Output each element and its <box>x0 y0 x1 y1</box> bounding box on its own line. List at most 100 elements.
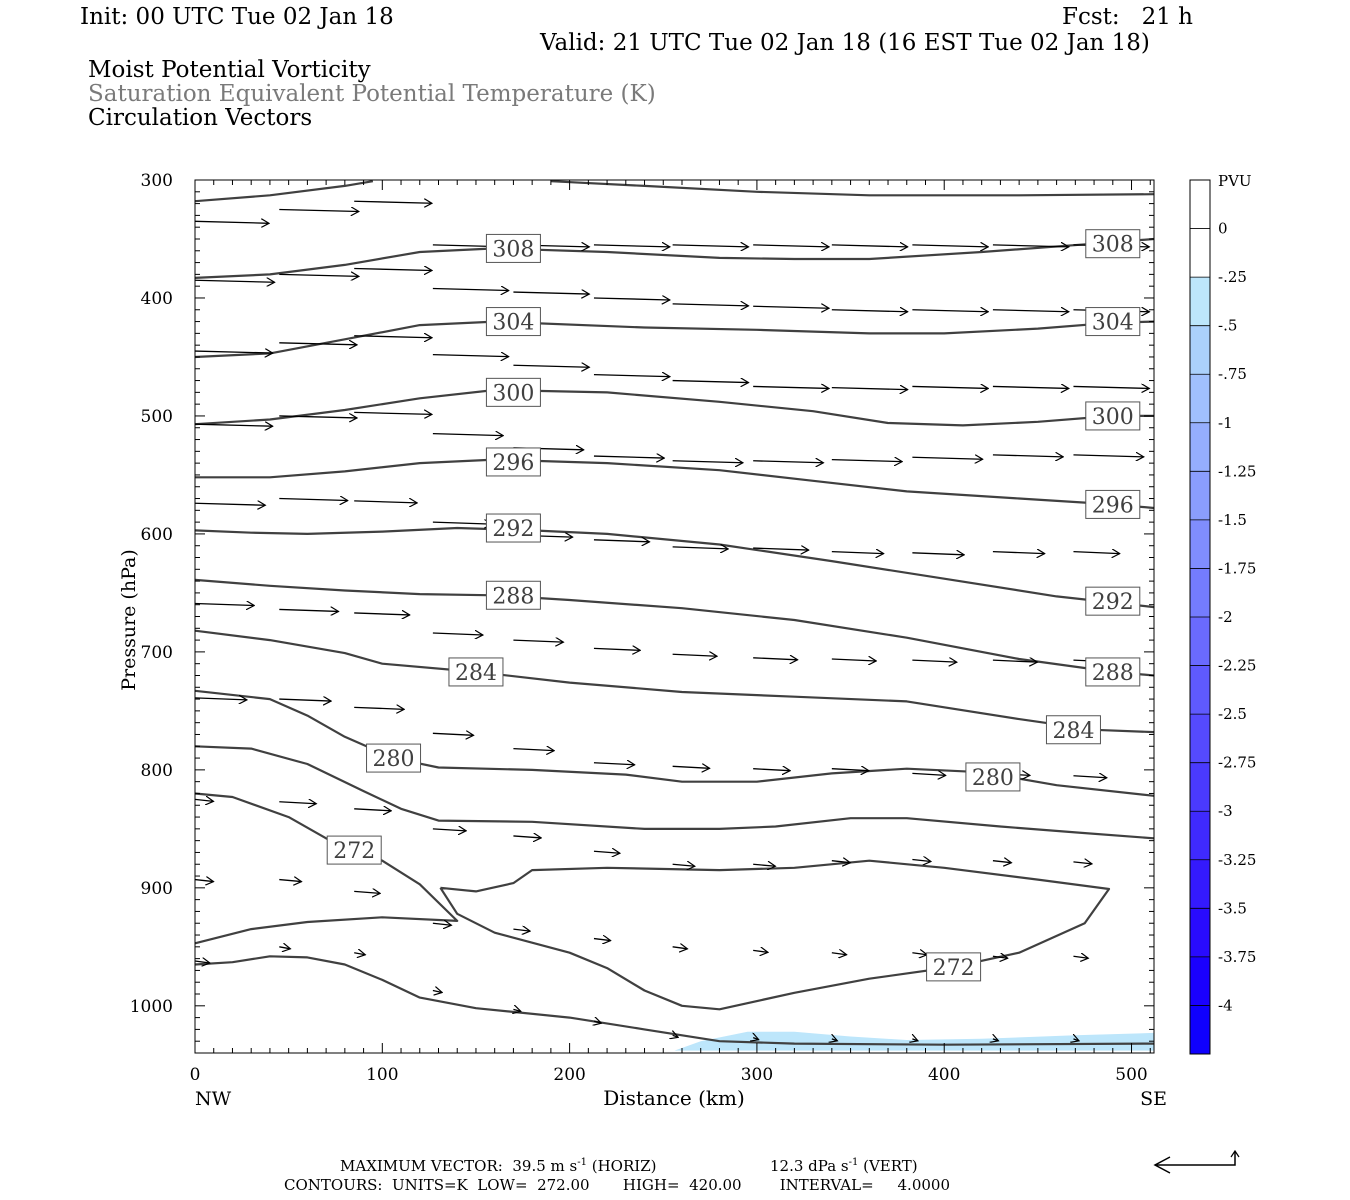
circulation-vector <box>194 280 275 282</box>
circulation-vector <box>831 659 876 661</box>
contour-label: 296 <box>485 447 541 477</box>
circulation-vector <box>672 766 710 768</box>
x-tick-label: 100 <box>366 1065 398 1085</box>
circulation-vector <box>672 304 749 306</box>
x-tick-label: 200 <box>553 1065 585 1085</box>
circulation-vector <box>593 648 640 650</box>
contour-label-text: 304 <box>1092 311 1134 336</box>
contour-label-box <box>1085 586 1141 616</box>
colorbar-segment <box>1190 374 1210 423</box>
x-axis-label: Distance (km) <box>603 1086 745 1110</box>
colorbar-segment <box>1190 228 1210 278</box>
circulation-vector <box>194 221 269 223</box>
contour-label: 304 <box>1085 307 1141 337</box>
colorbar-segment <box>1190 277 1210 326</box>
colorbar-segment <box>1190 617 1210 666</box>
contour-label-box <box>1085 229 1141 259</box>
circulation-vector <box>513 365 589 367</box>
circulation-vector <box>279 802 316 804</box>
contour-label-text: 272 <box>333 839 375 864</box>
circulation-vector <box>672 245 749 247</box>
reference-vector <box>1153 1149 1240 1174</box>
y-tick-label: 400 <box>141 289 173 309</box>
theta-es-contour <box>550 180 1155 197</box>
contour-label-box <box>926 952 982 982</box>
colorbar-segment <box>1190 325 1210 375</box>
colorbar-segment <box>1190 956 1210 1006</box>
colorbar-label: -3 <box>1218 802 1233 820</box>
contour-label: 280 <box>366 743 422 773</box>
circulation-vector <box>354 412 432 414</box>
field-title-theta-es: Saturation Equivalent Potential Temperat… <box>88 81 656 107</box>
contour-label-text: 288 <box>1092 661 1134 686</box>
contour-label: 308 <box>1085 229 1141 259</box>
contour-label-box <box>965 762 1021 792</box>
y-tick-label: 500 <box>141 407 173 427</box>
theta-es-contour <box>194 526 1155 609</box>
circulation-vector <box>672 547 729 549</box>
colorbar-label: -1.75 <box>1218 559 1256 577</box>
contour-label-text: 300 <box>1092 405 1134 430</box>
circulation-vector <box>1073 956 1088 958</box>
field-title-mpv: Moist Potential Vorticity <box>88 57 371 83</box>
contour-label-text: 296 <box>1092 493 1134 518</box>
colorbar-title: PVU <box>1218 172 1252 190</box>
circulation-vector <box>194 604 254 606</box>
theta-es-contour <box>194 629 1155 734</box>
contour-label-text: 308 <box>492 237 534 262</box>
x-tick-label: 0 <box>190 1065 201 1085</box>
colorbar-segment <box>1190 811 1210 860</box>
circulation-vector <box>1073 455 1143 457</box>
contour-label-text: 304 <box>492 311 534 336</box>
circulation-vector <box>912 553 964 555</box>
colorbar-label: -.25 <box>1218 268 1247 286</box>
circulation-vector <box>912 773 945 775</box>
contour-label: 288 <box>485 580 541 610</box>
circulation-vector <box>279 416 357 418</box>
circulation-vector <box>912 245 988 247</box>
x-end-label-right: SE <box>1140 1088 1167 1110</box>
contour-label: 304 <box>485 307 541 337</box>
contour-label-box <box>326 835 382 865</box>
circulation-vector <box>432 990 442 992</box>
contour-label-text: 292 <box>1092 590 1134 615</box>
x-tick-label: 400 <box>928 1065 960 1085</box>
circulation-vector <box>672 864 695 866</box>
circulation-vector <box>753 306 829 308</box>
circulation-vector <box>593 939 611 941</box>
circulation-vector <box>432 733 474 735</box>
circulation-vector <box>194 961 210 963</box>
contour-label-text: 272 <box>933 956 975 981</box>
colorbar-label: -.75 <box>1218 365 1247 383</box>
circulation-vector <box>279 209 359 211</box>
circulation-vector <box>831 388 908 390</box>
circulation-vector <box>354 201 432 203</box>
contour-label: 272 <box>326 835 382 865</box>
circulation-vector <box>992 386 1069 388</box>
circulation-vector <box>1073 552 1119 554</box>
colorbar-label: -2.25 <box>1218 657 1256 675</box>
contour-label-text: 284 <box>455 661 497 686</box>
y-tick-label: 900 <box>141 879 173 899</box>
circulation-vector <box>354 809 391 811</box>
colorbar-segment <box>1190 859 1210 909</box>
y-tick-label: 1000 <box>130 997 173 1017</box>
x-tick-label: 300 <box>741 1065 773 1085</box>
circulation-vector <box>354 707 404 709</box>
circulation-vector <box>194 351 273 353</box>
circulation-vector <box>432 923 452 925</box>
init-time: Init: 00 UTC Tue 02 Jan 18 <box>80 4 394 30</box>
contour-label: 272 <box>926 952 982 982</box>
circulation-vector <box>672 381 749 383</box>
forecast-hour: Fcst: 21 h <box>1062 4 1193 30</box>
circulation-vector <box>593 456 664 458</box>
circulation-vector <box>672 461 743 463</box>
circulation-vector <box>194 503 265 505</box>
circulation-vector <box>432 522 492 524</box>
contour-label-text: 288 <box>492 584 534 609</box>
plot-frame <box>194 179 1155 1054</box>
circulation-vector <box>513 836 541 838</box>
contour-label-box <box>1045 715 1101 745</box>
theta-es-contour <box>194 237 1155 279</box>
